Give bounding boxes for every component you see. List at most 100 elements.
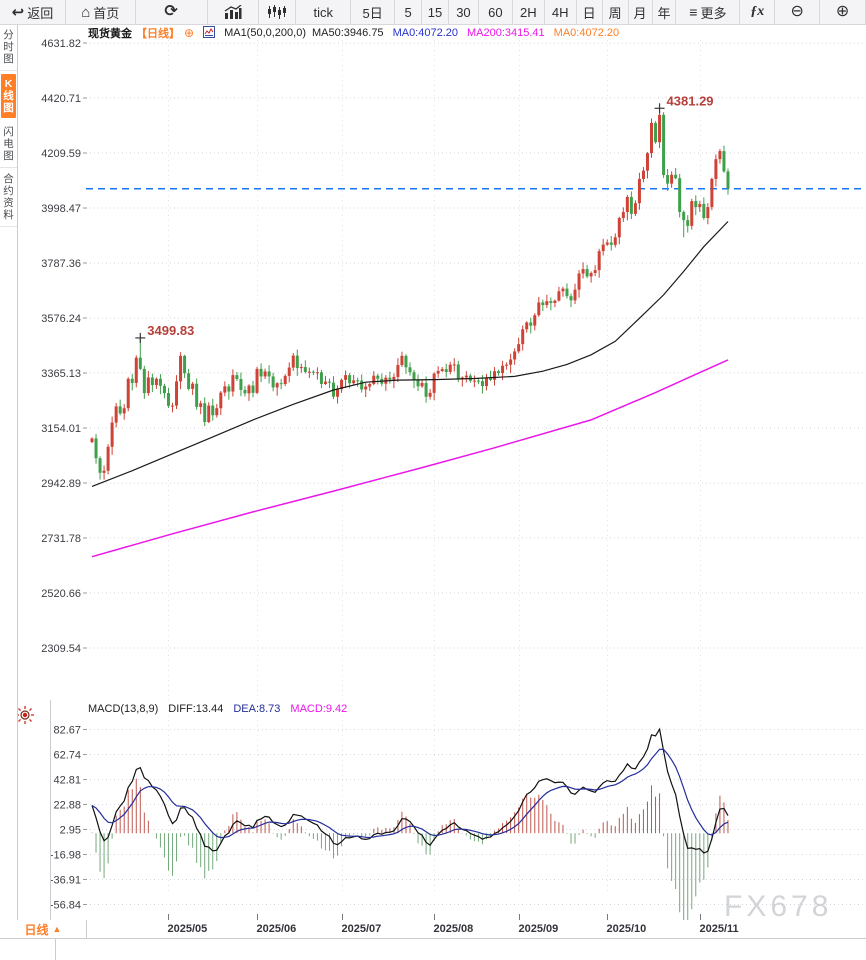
candle-body [243,389,247,394]
candle-body [90,438,94,443]
toolbar-button-m5[interactable]: 5 [395,0,423,24]
toolbar-button-m15[interactable]: 15 [422,0,449,24]
add-indicator-icon[interactable]: ⊕ [184,26,195,40]
candle-body [686,220,690,226]
sidebar-item-char: 图 [3,150,14,162]
toolbar-button-home[interactable]: ⌂ 首页 [66,0,136,24]
candle-body [541,302,545,306]
sidebar-item-time-share[interactable]: 分时图 [0,24,17,71]
toolbar-button-year[interactable]: 年 [653,0,677,24]
x-axis-row: 日线 ▲ 2025/05 2025/06 2025/07 2025/08 2025/09… [0,920,866,938]
price-annotation: 3499.83 [147,323,194,338]
candle-body [601,244,605,252]
price-chart-header: 现货黄金 【日线】 ⊕ MA1(50,0,200,0) MA50:3946.75… [88,25,619,40]
candle-body [537,302,541,316]
candlestick-series [90,108,730,480]
toolbar-button-h4[interactable]: 4H [545,0,577,24]
x-axis-label: 2025/11 [699,923,739,935]
candle-body [187,373,191,389]
ma200-line [91,359,729,558]
chart-canvas[interactable]: 4631.82 4420.71 4209.59 3998.47 3787.36 3576.… [0,24,866,920]
candle-body [480,381,484,387]
price-axis-label: 3998.47 [41,203,81,215]
candle-body [509,359,513,365]
toolbar-button-h2[interactable]: 2H [513,0,545,24]
price-axis-label: 3154.01 [41,423,81,435]
toolbar-button-5d[interactable]: 5日 [351,0,396,24]
candle-body [102,470,106,473]
toolbar-button-zoom-in[interactable]: ⊕ [820,0,866,24]
indicator-settings-icon[interactable] [15,705,35,725]
candle-body [287,367,291,376]
candle-body [416,380,420,387]
period-selector[interactable]: 日线 ▲ [0,920,87,938]
candle-body [388,377,392,380]
candle-body [255,368,259,393]
candle-body [126,378,130,409]
toolbar-button-label: 月 [633,5,647,21]
candle-body [529,322,533,326]
diff-line [91,727,729,854]
candle-body [682,212,686,221]
candle-body [488,377,492,380]
candle-body [247,385,251,394]
sidebar-item-char: 闪 [3,126,14,138]
toolbar-button-label: 首页 [93,5,120,21]
toolbar-button-label: 5日 [362,5,383,21]
toolbar-button-more[interactable]: ≡ 更多 [676,0,741,24]
candle-body [424,382,428,397]
candle-body [283,375,287,384]
candle-body [633,203,637,214]
sidebar-item-contract-info[interactable]: 合约资料 [0,168,17,227]
candle-body [501,365,505,374]
candle-body [191,383,195,389]
candle-body [360,380,364,390]
candle-body [464,375,468,378]
candle-body [412,372,416,381]
sidebar-item-lightning[interactable]: 闪电图 [0,121,17,168]
toolbar-button-bar-chart[interactable] [208,0,260,24]
home-icon: ⌂ [81,3,91,21]
toolbar: ↩ 返回 ⌂ 首页 ⟳ tick 5日 5 15 30 60 2H 4H 日周月年 ≡ 更多 ƒx ⊖ ⊕ [0,0,866,25]
candle-body [138,357,142,369]
price-axis-label: 4631.82 [41,38,81,50]
toolbar-button-candle-chart[interactable] [259,0,297,24]
candle-body [291,355,295,368]
toolbar-button-m30[interactable]: 30 [449,0,479,24]
toolbar-button-month[interactable]: 月 [629,0,653,24]
toolbar-button-day[interactable]: 日 [577,0,603,24]
toolbar-button-zoom-out[interactable]: ⊖ [775,0,821,24]
candle-body [235,375,239,380]
candle-body [702,203,706,219]
candle-body [625,196,629,213]
toolbar-button-m60[interactable]: 60 [479,0,513,24]
candle-body [303,367,307,372]
candle-body [456,364,460,379]
toolbar-button-refresh[interactable]: ⟳ [136,0,208,24]
candle-body [432,373,436,393]
toolbar-button-week[interactable]: 周 [603,0,629,24]
bar-chart-icon [224,5,242,19]
candle-body [654,122,658,143]
candle-body [251,385,255,393]
candle-body [605,242,609,245]
x-axis-label: 2025/10 [606,923,647,935]
candle-body [146,377,150,394]
candle-body [267,371,271,377]
candle-body [428,392,432,397]
candle-body [497,371,501,374]
macd-axis-label: 82.67 [53,725,81,737]
candle-body [275,383,279,388]
price-axis-label: 2942.89 [41,478,81,490]
candle-body [372,375,376,384]
candle-body [650,122,654,154]
candle-body [694,201,698,208]
toolbar-button-label: tick [313,4,334,20]
candle-body [561,288,565,292]
toolbar-button-tick[interactable]: tick [296,0,352,24]
toolbar-button-back[interactable]: ↩ 返回 [0,0,66,24]
candle-body [239,379,243,390]
toolbar-button-fx[interactable]: ƒx [740,0,776,24]
